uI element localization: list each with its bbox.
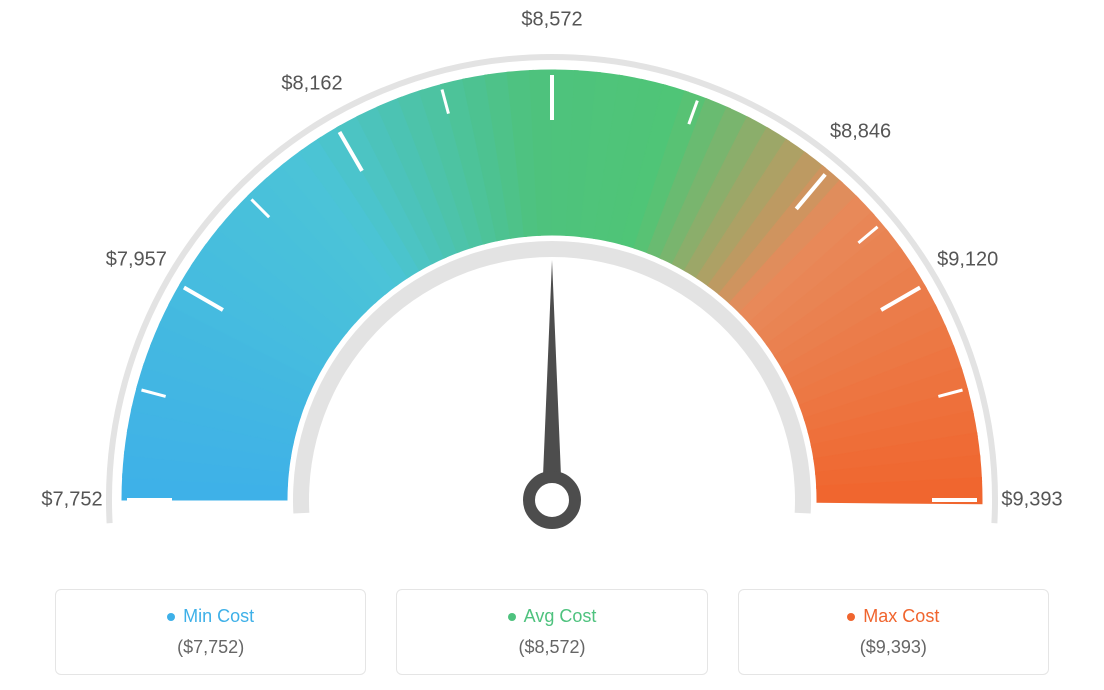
gauge-tick-label: $9,120 (937, 249, 998, 272)
gauge-tick-label: $7,752 (41, 489, 102, 512)
legend-title-avg: Avg Cost (508, 606, 597, 627)
legend-title-text-avg: Avg Cost (524, 606, 597, 627)
legend-row: Min Cost ($7,752) Avg Cost ($8,572) Max Cost… (0, 589, 1104, 675)
gauge-tick-label: $8,846 (830, 121, 891, 144)
legend-dot-max (847, 613, 855, 621)
gauge-tick-label: $7,957 (106, 249, 167, 272)
legend-title-min: Min Cost (167, 606, 254, 627)
gauge-tick-label: $8,162 (281, 73, 342, 96)
legend-title-text-max: Max Cost (863, 606, 939, 627)
legend-value-avg: ($8,572) (409, 637, 694, 658)
legend-value-min: ($7,752) (68, 637, 353, 658)
legend-card-min: Min Cost ($7,752) (55, 589, 366, 675)
legend-title-max: Max Cost (847, 606, 939, 627)
legend-card-avg: Avg Cost ($8,572) (396, 589, 707, 675)
legend-value-max: ($9,393) (751, 637, 1036, 658)
cost-gauge-widget: $7,752 $7,957 $8,162 $8,572 $8,846 $9,120 $9,3… (0, 0, 1104, 690)
gauge-svg (0, 0, 1104, 555)
legend-card-max: Max Cost ($9,393) (738, 589, 1049, 675)
gauge-tick-label: $9,393 (1001, 489, 1062, 512)
legend-title-text-min: Min Cost (183, 606, 254, 627)
gauge-area: $7,752 $7,957 $8,162 $8,572 $8,846 $9,120 $9,3… (0, 0, 1104, 555)
gauge-needle (529, 260, 575, 523)
gauge-tick-label: $8,572 (521, 9, 582, 32)
legend-dot-min (167, 613, 175, 621)
legend-dot-avg (508, 613, 516, 621)
